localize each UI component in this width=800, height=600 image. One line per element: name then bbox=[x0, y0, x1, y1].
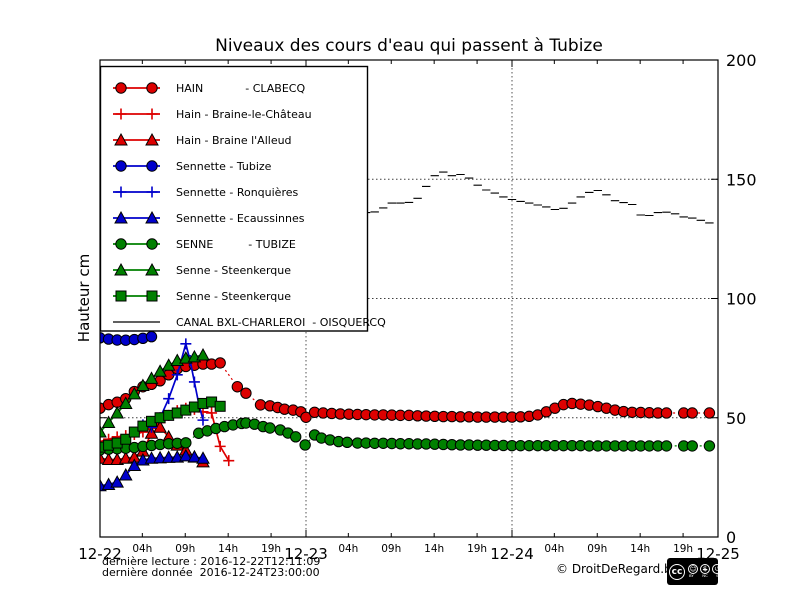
series-senne-steenkerque-aval bbox=[99, 396, 226, 453]
svg-text:Hain - Braine l'Alleud: Hain - Braine l'Alleud bbox=[176, 134, 292, 147]
nc-label: NC bbox=[701, 573, 708, 578]
svg-text:50: 50 bbox=[726, 409, 746, 428]
svg-text:0: 0 bbox=[726, 528, 736, 547]
svg-text:04h: 04h bbox=[338, 543, 358, 555]
legend-item-sennette-ronquieres: Sennette - Ronquières bbox=[113, 186, 298, 199]
last-data-text: dernière donnée 2016-12-24T23:00:00 bbox=[102, 566, 320, 579]
cc-license-badge: cc ☺ $ ↺ BY NC SA bbox=[667, 558, 723, 585]
svg-text:Senne - Steenkerque: Senne - Steenkerque bbox=[176, 290, 291, 303]
svg-text:12-22: 12-22 bbox=[78, 545, 122, 563]
last-reading-text: dernière lecture : 2016-12-22T12:11:09 bbox=[102, 555, 321, 568]
series-senne-tubize bbox=[99, 417, 716, 456]
series-sennette-tubize bbox=[99, 330, 158, 346]
by-label: BY bbox=[688, 573, 694, 578]
svg-text:CANAL BXL-CHARLEROI - OISQUER: CANAL BXL-CHARLEROI - OISQUERCQ bbox=[176, 316, 386, 329]
y-axis-label: Hauteur cm bbox=[75, 253, 93, 343]
chart-title: Niveaux des cours d'eau qui passent à Tu… bbox=[215, 36, 603, 56]
svg-text:09h: 09h bbox=[175, 543, 195, 555]
attribution-icon: ☺ bbox=[688, 563, 699, 574]
legend-item-senne-tubize: SENNE - TUBIZE bbox=[113, 238, 296, 251]
svg-text:19h: 19h bbox=[467, 543, 487, 555]
svg-text:200: 200 bbox=[726, 51, 757, 70]
cc-icon: cc bbox=[669, 563, 685, 580]
legend-item-hain-braine-l-alleud: Hain - Braine l'Alleud bbox=[113, 132, 292, 147]
svg-text:04h: 04h bbox=[132, 543, 152, 555]
svg-text:Senne - Steenkerque: Senne - Steenkerque bbox=[176, 264, 291, 277]
copyright-text: © DroitDeRegard.be bbox=[556, 562, 680, 576]
non-commercial-icon: $ bbox=[700, 563, 711, 574]
svg-text:HAIN - CLABECQ: HAIN - CLABECQ bbox=[176, 82, 305, 95]
svg-text:SENNE - TUBIZE: SENNE - TUBIZE bbox=[176, 238, 296, 251]
svg-text:09h: 09h bbox=[587, 543, 607, 555]
svg-text:14h: 14h bbox=[424, 543, 444, 555]
svg-text:19h: 19h bbox=[673, 543, 693, 555]
svg-text:04h: 04h bbox=[544, 543, 564, 555]
legend-item-sennette-tubize: Sennette - Tubize bbox=[113, 160, 272, 173]
svg-text:14h: 14h bbox=[630, 543, 650, 555]
share-alike-icon: ↺ bbox=[712, 563, 723, 574]
legend-item-sennette-ecaussinnes: Sennette - Ecaussinnes bbox=[113, 210, 305, 225]
svg-text:12-24: 12-24 bbox=[490, 545, 534, 563]
svg-text:Sennette - Ronquières: Sennette - Ronquières bbox=[176, 186, 298, 199]
svg-text:Hain - Braine-le-Château: Hain - Braine-le-Château bbox=[176, 108, 312, 121]
legend: HAIN - CLABECQ Hain - Braine-le-Château Ha… bbox=[99, 65, 386, 332]
legend-item-senne-steenkerque-aval: Senne - Steenkerque bbox=[113, 290, 291, 303]
series-sennette-ecaussinnes bbox=[99, 448, 210, 492]
svg-text:14h: 14h bbox=[218, 543, 238, 555]
series-senne-steenkerque-amont bbox=[99, 347, 210, 438]
svg-text:150: 150 bbox=[726, 170, 757, 189]
svg-text:Sennette - Tubize: Sennette - Tubize bbox=[176, 160, 272, 173]
legend-item-senne-steenkerque-amont: Senne - Steenkerque bbox=[113, 262, 291, 277]
legend-item-hain-clabecq: HAIN - CLABECQ bbox=[113, 82, 305, 95]
svg-text:09h: 09h bbox=[381, 543, 401, 555]
svg-text:12-23: 12-23 bbox=[284, 545, 328, 563]
svg-text:Sennette - Ecaussinnes: Sennette - Ecaussinnes bbox=[176, 212, 305, 225]
svg-text:100: 100 bbox=[726, 290, 757, 309]
legend-item-canal-bxl-charleroi: CANAL BXL-CHARLEROI - OISQUERCQ bbox=[113, 316, 386, 329]
svg-text:19h: 19h bbox=[261, 543, 281, 555]
sa-label: SA bbox=[715, 573, 722, 578]
legend-item-hain-braine-le-chateau: Hain - Braine-le-Château bbox=[113, 108, 312, 121]
